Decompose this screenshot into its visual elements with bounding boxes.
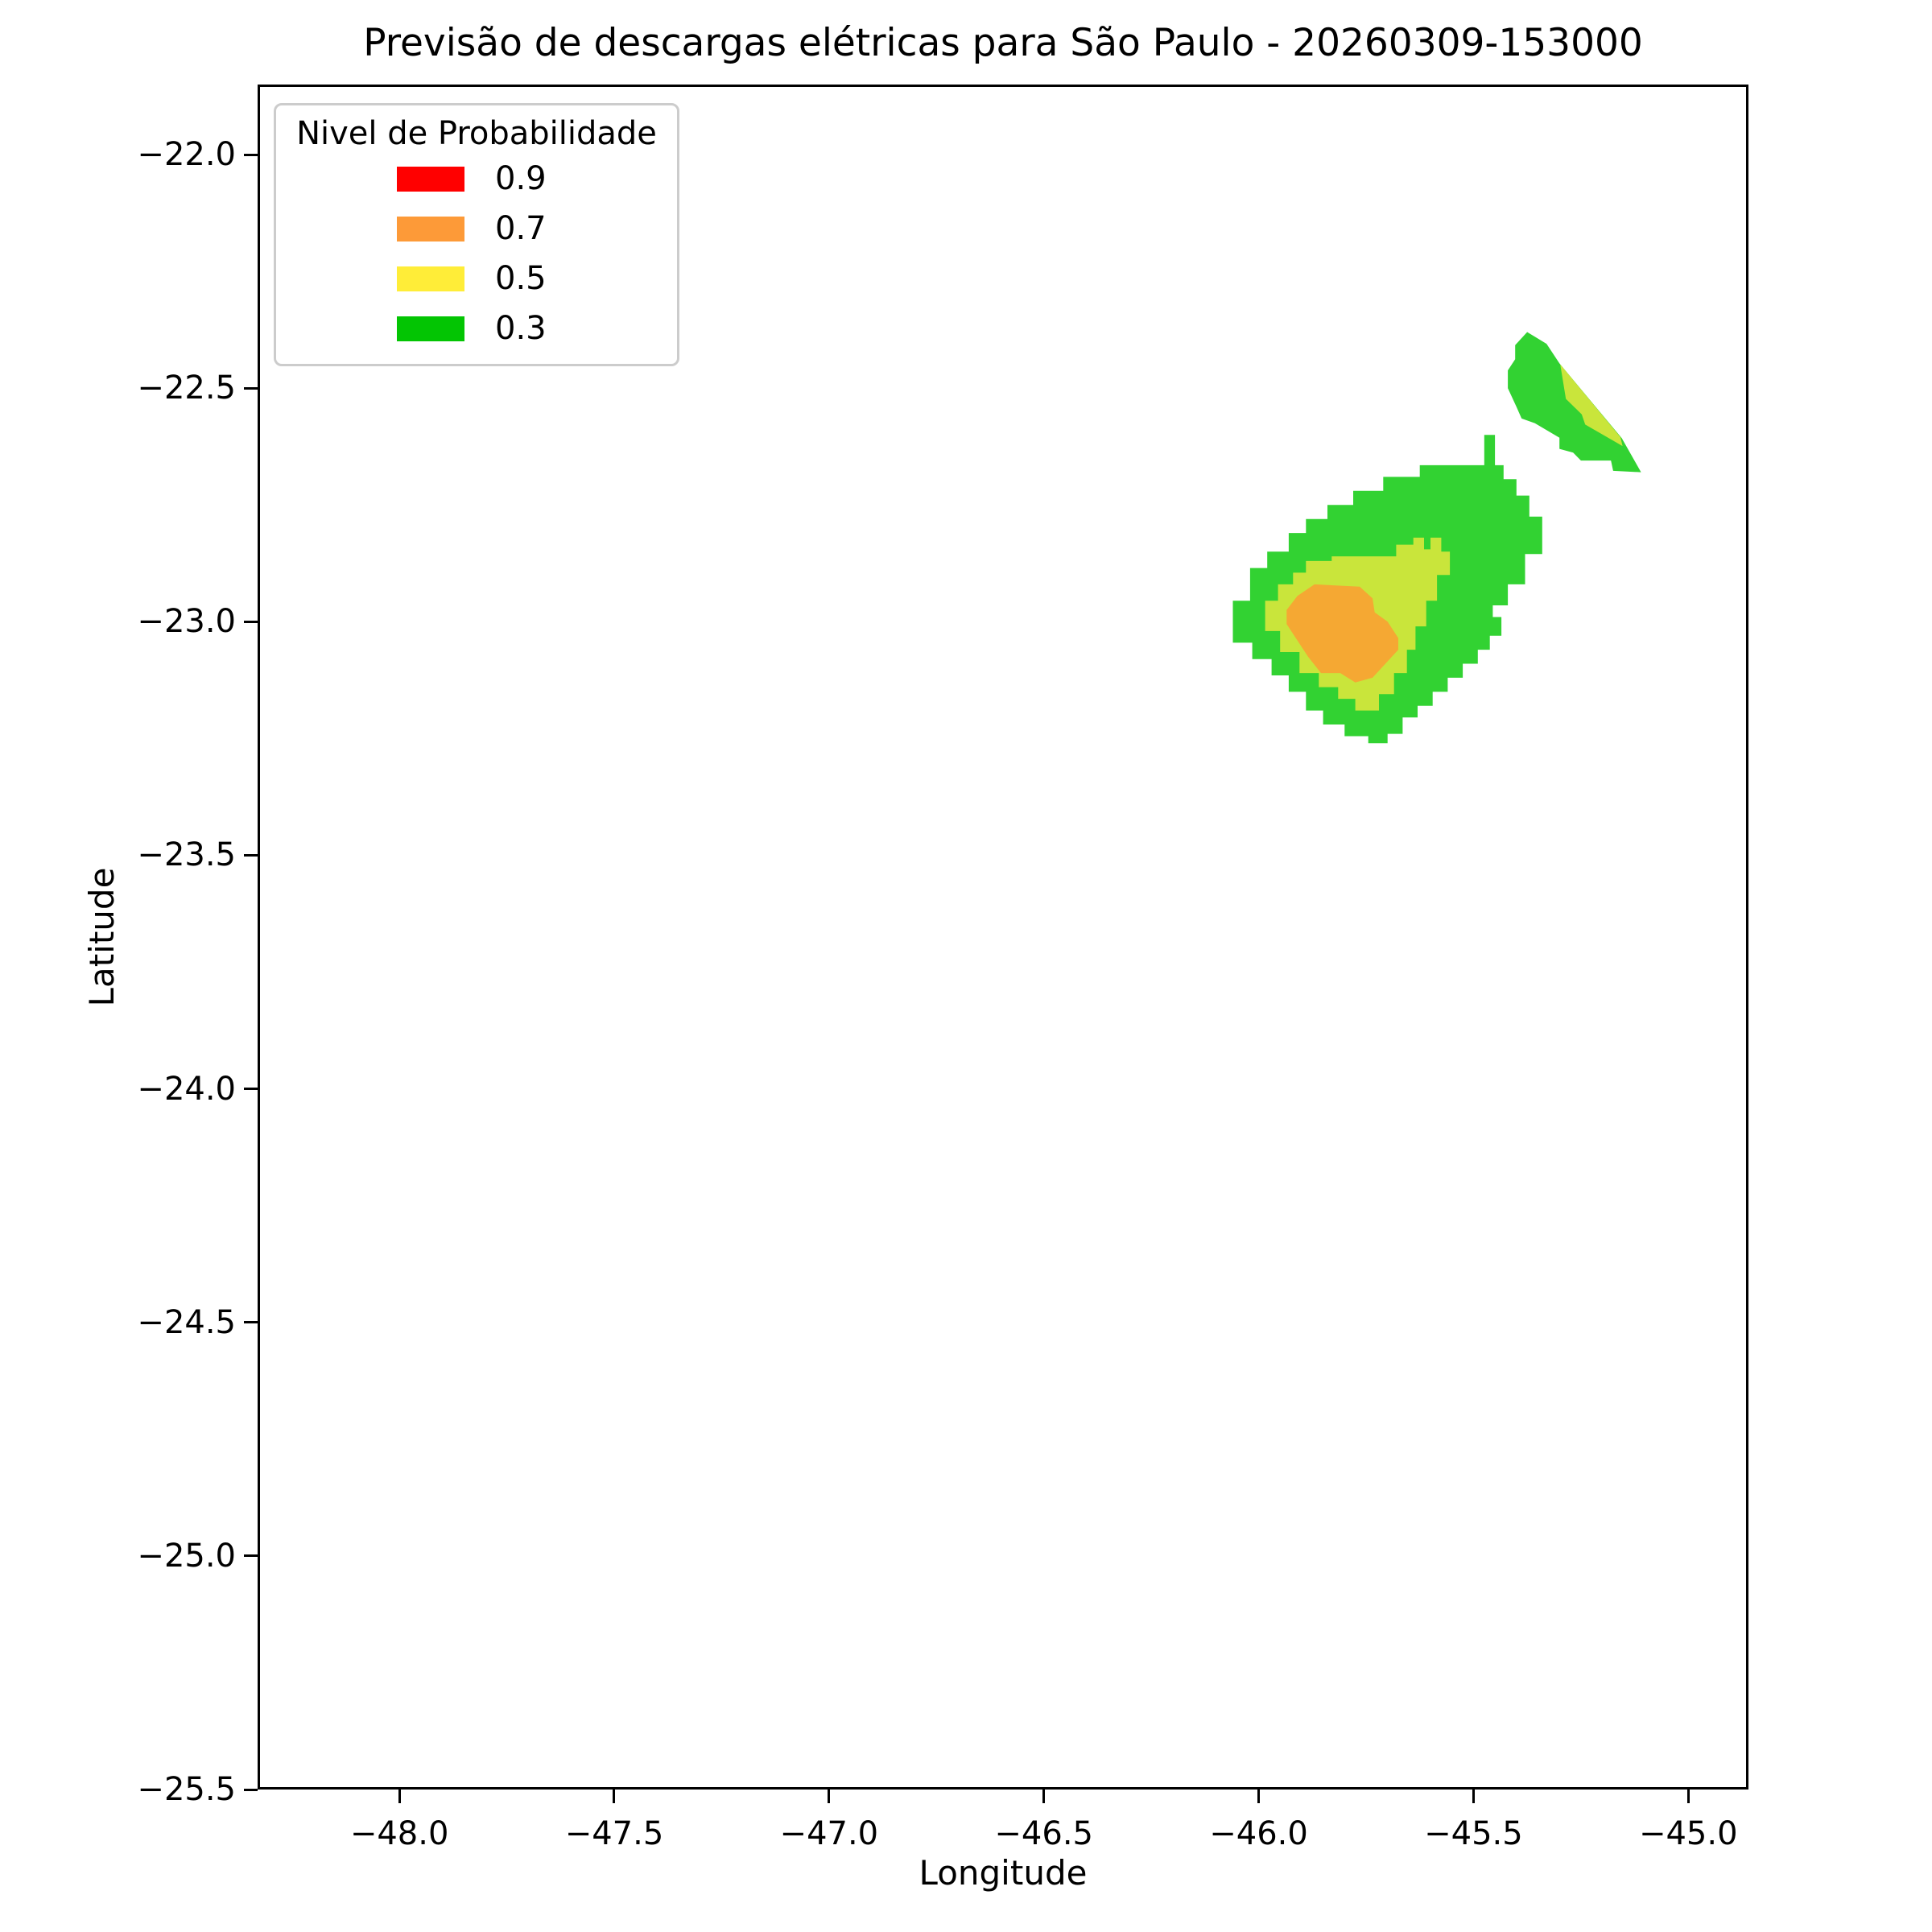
x-tick-label-4: −46.0 — [1209, 1815, 1308, 1852]
y-tick-label-3: −23.5 — [137, 836, 236, 874]
x-tick-mark-3 — [1042, 1790, 1046, 1803]
contour-region-northeast-cell-p05 — [1560, 364, 1623, 447]
x-tick-label-1: −47.5 — [564, 1815, 664, 1852]
legend-row-0.5: 0.5 — [276, 254, 677, 303]
x-tick-label-0: −48.0 — [349, 1815, 449, 1852]
legend-title: Nivel de Probabilidade — [296, 115, 657, 152]
y-tick-label-7: −25.5 — [137, 1771, 236, 1808]
x-tick-mark-1 — [613, 1790, 616, 1803]
contour-region-main-cell-p07 — [1286, 584, 1398, 683]
y-tick-mark-6 — [244, 1554, 258, 1558]
x-tick-label-6: −45.0 — [1638, 1815, 1738, 1852]
y-tick-label-2: −23.0 — [137, 603, 236, 641]
y-tick-label-5: −24.5 — [137, 1303, 236, 1341]
legend-swatch-0.3 — [397, 316, 464, 341]
x-tick-mark-0 — [398, 1790, 401, 1803]
legend-swatch-0.7 — [397, 216, 464, 242]
y-tick-label-0: −22.0 — [137, 136, 236, 174]
y-tick-mark-1 — [244, 386, 258, 390]
legend-label-0.5: 0.5 — [495, 260, 547, 297]
plot-area — [258, 85, 1748, 1790]
x-axis-label: Longitude — [919, 1853, 1088, 1893]
y-tick-label-6: −25.0 — [137, 1537, 236, 1575]
x-tick-label-3: −46.5 — [994, 1815, 1093, 1852]
axes-spines — [258, 85, 1748, 1790]
x-tick-label-2: −47.0 — [779, 1815, 879, 1852]
legend-row-0.7: 0.7 — [276, 204, 677, 254]
legend-row-0.9: 0.9 — [276, 154, 677, 204]
y-tick-mark-2 — [244, 620, 258, 623]
legend-swatch-0.9 — [397, 166, 464, 192]
x-tick-mark-2 — [828, 1790, 831, 1803]
y-tick-mark-5 — [244, 1321, 258, 1324]
x-tick-label-5: −45.5 — [1424, 1815, 1523, 1852]
legend-swatch-0.5 — [397, 266, 464, 291]
figure-title: Previsão de descargas elétricas para São… — [363, 21, 1643, 65]
legend-label-0.9: 0.9 — [495, 160, 547, 197]
legend-row-0.3: 0.3 — [276, 303, 677, 353]
y-tick-label-4: −24.0 — [137, 1070, 236, 1108]
y-tick-mark-3 — [244, 853, 258, 857]
x-tick-mark-5 — [1472, 1790, 1475, 1803]
y-tick-label-1: −22.5 — [137, 369, 236, 407]
legend-rows: 0.9 0.7 0.5 0.3 — [276, 154, 677, 353]
legend-label-0.7: 0.7 — [495, 210, 547, 247]
legend-label-0.3: 0.3 — [495, 310, 547, 347]
x-tick-mark-4 — [1257, 1790, 1261, 1803]
legend-box: Nivel de Probabilidade 0.9 0.7 0.5 0.3 — [274, 103, 679, 366]
y-tick-mark-0 — [244, 153, 258, 156]
y-tick-mark-7 — [244, 1788, 258, 1791]
y-tick-mark-4 — [244, 1088, 258, 1091]
x-tick-mark-6 — [1686, 1790, 1690, 1803]
